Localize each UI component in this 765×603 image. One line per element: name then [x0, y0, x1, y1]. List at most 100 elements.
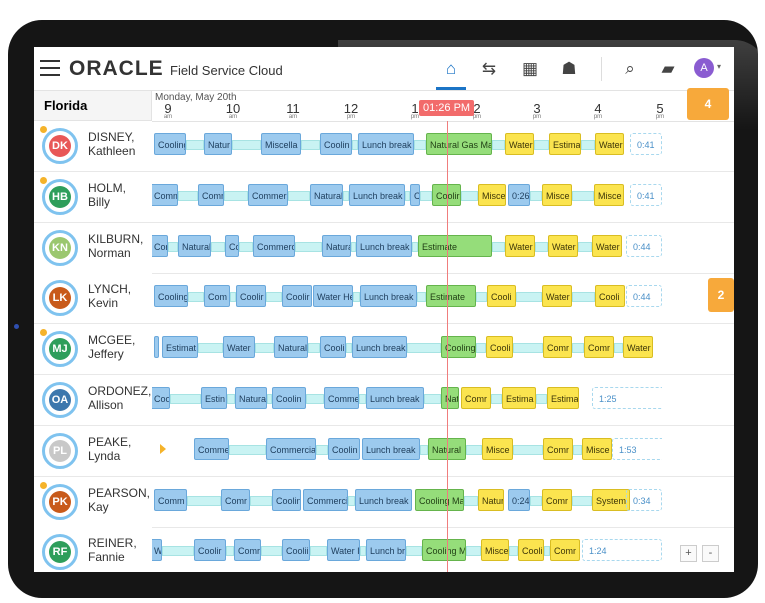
- activity-block[interactable]: Comm: [154, 488, 187, 511]
- activity-block[interactable]: Lunch break: [349, 183, 405, 206]
- activity-block[interactable]: Cooling: [154, 133, 186, 155]
- activity-block[interactable]: Misce: [482, 437, 513, 460]
- chevron-down-icon[interactable]: ▾: [717, 62, 722, 71]
- activity-block[interactable]: Comr: [543, 336, 572, 359]
- activity-block[interactable]: Coolin: [320, 133, 352, 155]
- activity-block[interactable]: Misce: [542, 183, 572, 206]
- activity-block[interactable]: Misce: [478, 183, 506, 206]
- activity-block[interactable]: Lunch break: [352, 336, 407, 359]
- activity-block[interactable]: Coolir: [282, 285, 312, 308]
- zoom-in-button[interactable]: +: [680, 545, 697, 562]
- activity-block[interactable]: System (: [592, 488, 630, 511]
- activity-block[interactable]: Cooling: [441, 336, 476, 359]
- activity-block[interactable]: C: [410, 183, 420, 206]
- activity-block[interactable]: Estimate: [418, 234, 492, 257]
- activity-block[interactable]: Cooli: [486, 336, 513, 359]
- activity-block[interactable]: Natur: [204, 133, 232, 155]
- activity-block[interactable]: Cooling: [152, 387, 170, 409]
- activity-block[interactable]: Comr: [198, 183, 224, 206]
- activity-block[interactable]: Natur: [478, 488, 504, 511]
- technician-info[interactable]: OA ORDONEZ, Allison: [34, 375, 152, 425]
- activity-block[interactable]: Water: [595, 133, 624, 155]
- activity-block[interactable]: Cooling: [154, 285, 188, 308]
- activity-block[interactable]: Natural: [310, 183, 343, 206]
- activity-block[interactable]: Nat: [441, 387, 459, 409]
- activity-block[interactable]: Water: [623, 336, 653, 359]
- activity-block[interactable]: Comr: [543, 437, 573, 460]
- activity-block[interactable]: Est: [154, 336, 159, 359]
- technician-info[interactable]: PK PEARSON, Kay: [34, 476, 152, 527]
- activity-block[interactable]: Comme: [194, 437, 229, 460]
- activity-block[interactable]: 0:26: [508, 183, 530, 206]
- activity-block[interactable]: Commercia: [266, 437, 316, 460]
- activity-block[interactable]: Coolir: [236, 285, 266, 308]
- activity-block[interactable]: Comr: [461, 387, 491, 409]
- dashboard-icon[interactable]: ▦: [521, 59, 539, 78]
- activity-block[interactable]: Water He: [313, 285, 353, 308]
- messages-icon[interactable]: ▰: [661, 59, 675, 78]
- activity-block[interactable]: Coolin: [328, 437, 360, 460]
- activity-block[interactable]: Cc: [225, 234, 239, 257]
- activity-block[interactable]: Coolir: [194, 539, 226, 562]
- activity-block[interactable]: Natural Gas Mai: [426, 133, 492, 155]
- activity-block[interactable]: Comr: [221, 488, 250, 511]
- activity-block[interactable]: Com: [204, 285, 230, 308]
- activity-block[interactable]: Cooli: [595, 285, 625, 308]
- home-icon[interactable]: ⌂: [445, 59, 457, 78]
- activity-block[interactable]: Water: [542, 285, 572, 308]
- activity-block[interactable]: Lunch break: [362, 437, 420, 460]
- activity-block[interactable]: Comr: [584, 336, 614, 359]
- technician-info[interactable]: DK DISNEY, Kathleen: [34, 121, 152, 171]
- activity-block[interactable]: Commerc: [253, 234, 295, 257]
- activity-block[interactable]: Water: [505, 234, 535, 257]
- activity-block[interactable]: Lunch br: [366, 539, 406, 562]
- activity-block[interactable]: Commerci: [303, 488, 348, 511]
- activity-block[interactable]: Comr: [542, 488, 572, 511]
- activity-block[interactable]: Comme: [324, 387, 359, 409]
- activity-block[interactable]: Estima: [549, 133, 581, 155]
- activity-block[interactable]: Cooling M: [422, 539, 466, 562]
- activity-block[interactable]: Estima: [547, 387, 579, 409]
- activity-block[interactable]: Water: [548, 234, 578, 257]
- activity-block[interactable]: Coolin: [272, 387, 306, 409]
- technician-info[interactable]: MJ MCGEE, Jeffery: [34, 324, 152, 375]
- activity-block[interactable]: Commer: [152, 183, 178, 206]
- activity-block[interactable]: Lunch break: [356, 234, 412, 257]
- activity-block[interactable]: Natura: [235, 387, 267, 409]
- activity-block[interactable]: 0:24: [508, 488, 530, 511]
- activity-block[interactable]: Misce: [582, 437, 612, 460]
- menu-icon[interactable]: [40, 60, 60, 76]
- activity-block[interactable]: Coolin: [272, 488, 301, 511]
- zoom-out-button[interactable]: -: [702, 545, 719, 562]
- activity-block[interactable]: Comr: [234, 539, 261, 562]
- search-icon[interactable]: ⌕: [625, 59, 635, 78]
- activity-block[interactable]: Miscella: [261, 133, 301, 155]
- activity-block[interactable]: Natura: [322, 234, 351, 257]
- activity-block[interactable]: Natural: [178, 234, 211, 257]
- activity-block[interactable]: Coolii: [320, 336, 346, 359]
- activity-block[interactable]: Cooli: [518, 539, 544, 562]
- activity-block[interactable]: Lunch break: [358, 133, 414, 155]
- activity-block[interactable]: Misce: [481, 539, 509, 562]
- activity-block[interactable]: Misce: [594, 183, 624, 206]
- activity-block[interactable]: Coolii: [282, 539, 310, 562]
- technician-info[interactable]: PL PEAKE, Lynda: [34, 425, 152, 476]
- activity-block[interactable]: Natural: [274, 336, 308, 359]
- activity-block[interactable]: Estimate: [426, 285, 476, 308]
- activity-block[interactable]: Commer: [248, 183, 288, 206]
- activity-block[interactable]: Lunch break: [366, 387, 424, 409]
- activity-block[interactable]: Estin: [201, 387, 227, 409]
- activity-block[interactable]: Water H: [152, 539, 162, 562]
- activity-block[interactable]: Estimat: [162, 336, 198, 359]
- technician-info[interactable]: LK LYNCH, Kevin: [34, 273, 152, 324]
- activity-block[interactable]: Comm: [152, 234, 168, 257]
- activity-block[interactable]: Water: [592, 234, 622, 257]
- unassigned-badge[interactable]: 4: [687, 88, 729, 120]
- activity-block[interactable]: Water: [505, 133, 534, 155]
- activity-block[interactable]: Comr: [550, 539, 580, 562]
- activity-block[interactable]: Water I: [327, 539, 360, 562]
- activity-block[interactable]: Lunch break: [360, 285, 417, 308]
- technician-info[interactable]: KN KILBURN, Norman: [34, 222, 152, 273]
- activity-block[interactable]: Lunch break: [355, 488, 412, 511]
- activity-block[interactable]: Cooling Mai: [415, 488, 464, 511]
